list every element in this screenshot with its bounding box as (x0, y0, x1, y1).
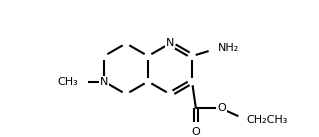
Text: O: O (191, 127, 200, 137)
Text: CH₂CH₃: CH₂CH₃ (247, 115, 288, 125)
Text: O: O (217, 103, 226, 113)
Text: CH₃: CH₃ (58, 76, 78, 86)
Text: NH₂: NH₂ (218, 43, 239, 53)
Text: N: N (166, 38, 174, 48)
Text: N: N (100, 76, 108, 86)
